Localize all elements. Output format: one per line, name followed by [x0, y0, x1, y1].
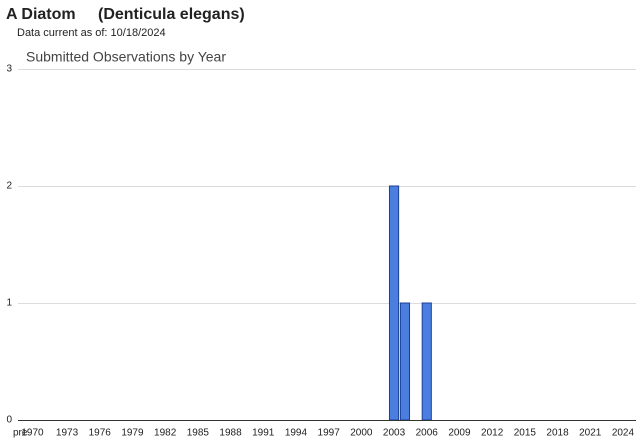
x-tick-label: 1994 [285, 428, 308, 439]
x-tick-label: 2012 [481, 428, 504, 439]
bar [388, 185, 400, 421]
x-tick-label: 2000 [350, 428, 373, 439]
x-tick-label: 1988 [219, 428, 242, 439]
x-tick-label: 1991 [252, 428, 275, 439]
data-note: Data current as of: 10/18/2024 [17, 27, 166, 39]
species-common-name: A Diatom [6, 6, 76, 23]
x-tick-label: 1985 [187, 428, 210, 439]
x-tick-label: 1976 [89, 428, 112, 439]
x-tick-label: 2018 [546, 428, 569, 439]
x-tick-label: 2015 [514, 428, 537, 439]
species-scientific-name: (Denticula elegans) [98, 6, 245, 23]
x-tick-label: 1997 [318, 428, 341, 439]
x-tick-label: 2009 [448, 428, 471, 439]
bar [399, 302, 411, 421]
y-tick-label: 3 [6, 64, 12, 75]
chart-title: Submitted Observations by Year [26, 49, 226, 65]
x-tick-label: 2021 [579, 428, 602, 439]
x-tick-label: 1982 [154, 428, 177, 439]
x-tick-label: 2024 [612, 428, 635, 439]
x-tick-label: 1979 [121, 428, 144, 439]
y-tick-label: 1 [6, 298, 12, 309]
y-tick-label: 0 [6, 415, 12, 426]
x-tick-label: 2006 [416, 428, 439, 439]
bar [421, 302, 432, 421]
x-tick-label: 1970 [21, 428, 44, 439]
x-tick-label: 1973 [56, 428, 79, 439]
y-tick-label: 2 [6, 181, 12, 192]
x-tick-label: pre [13, 428, 28, 439]
x-tick-label: 2003 [383, 428, 406, 439]
